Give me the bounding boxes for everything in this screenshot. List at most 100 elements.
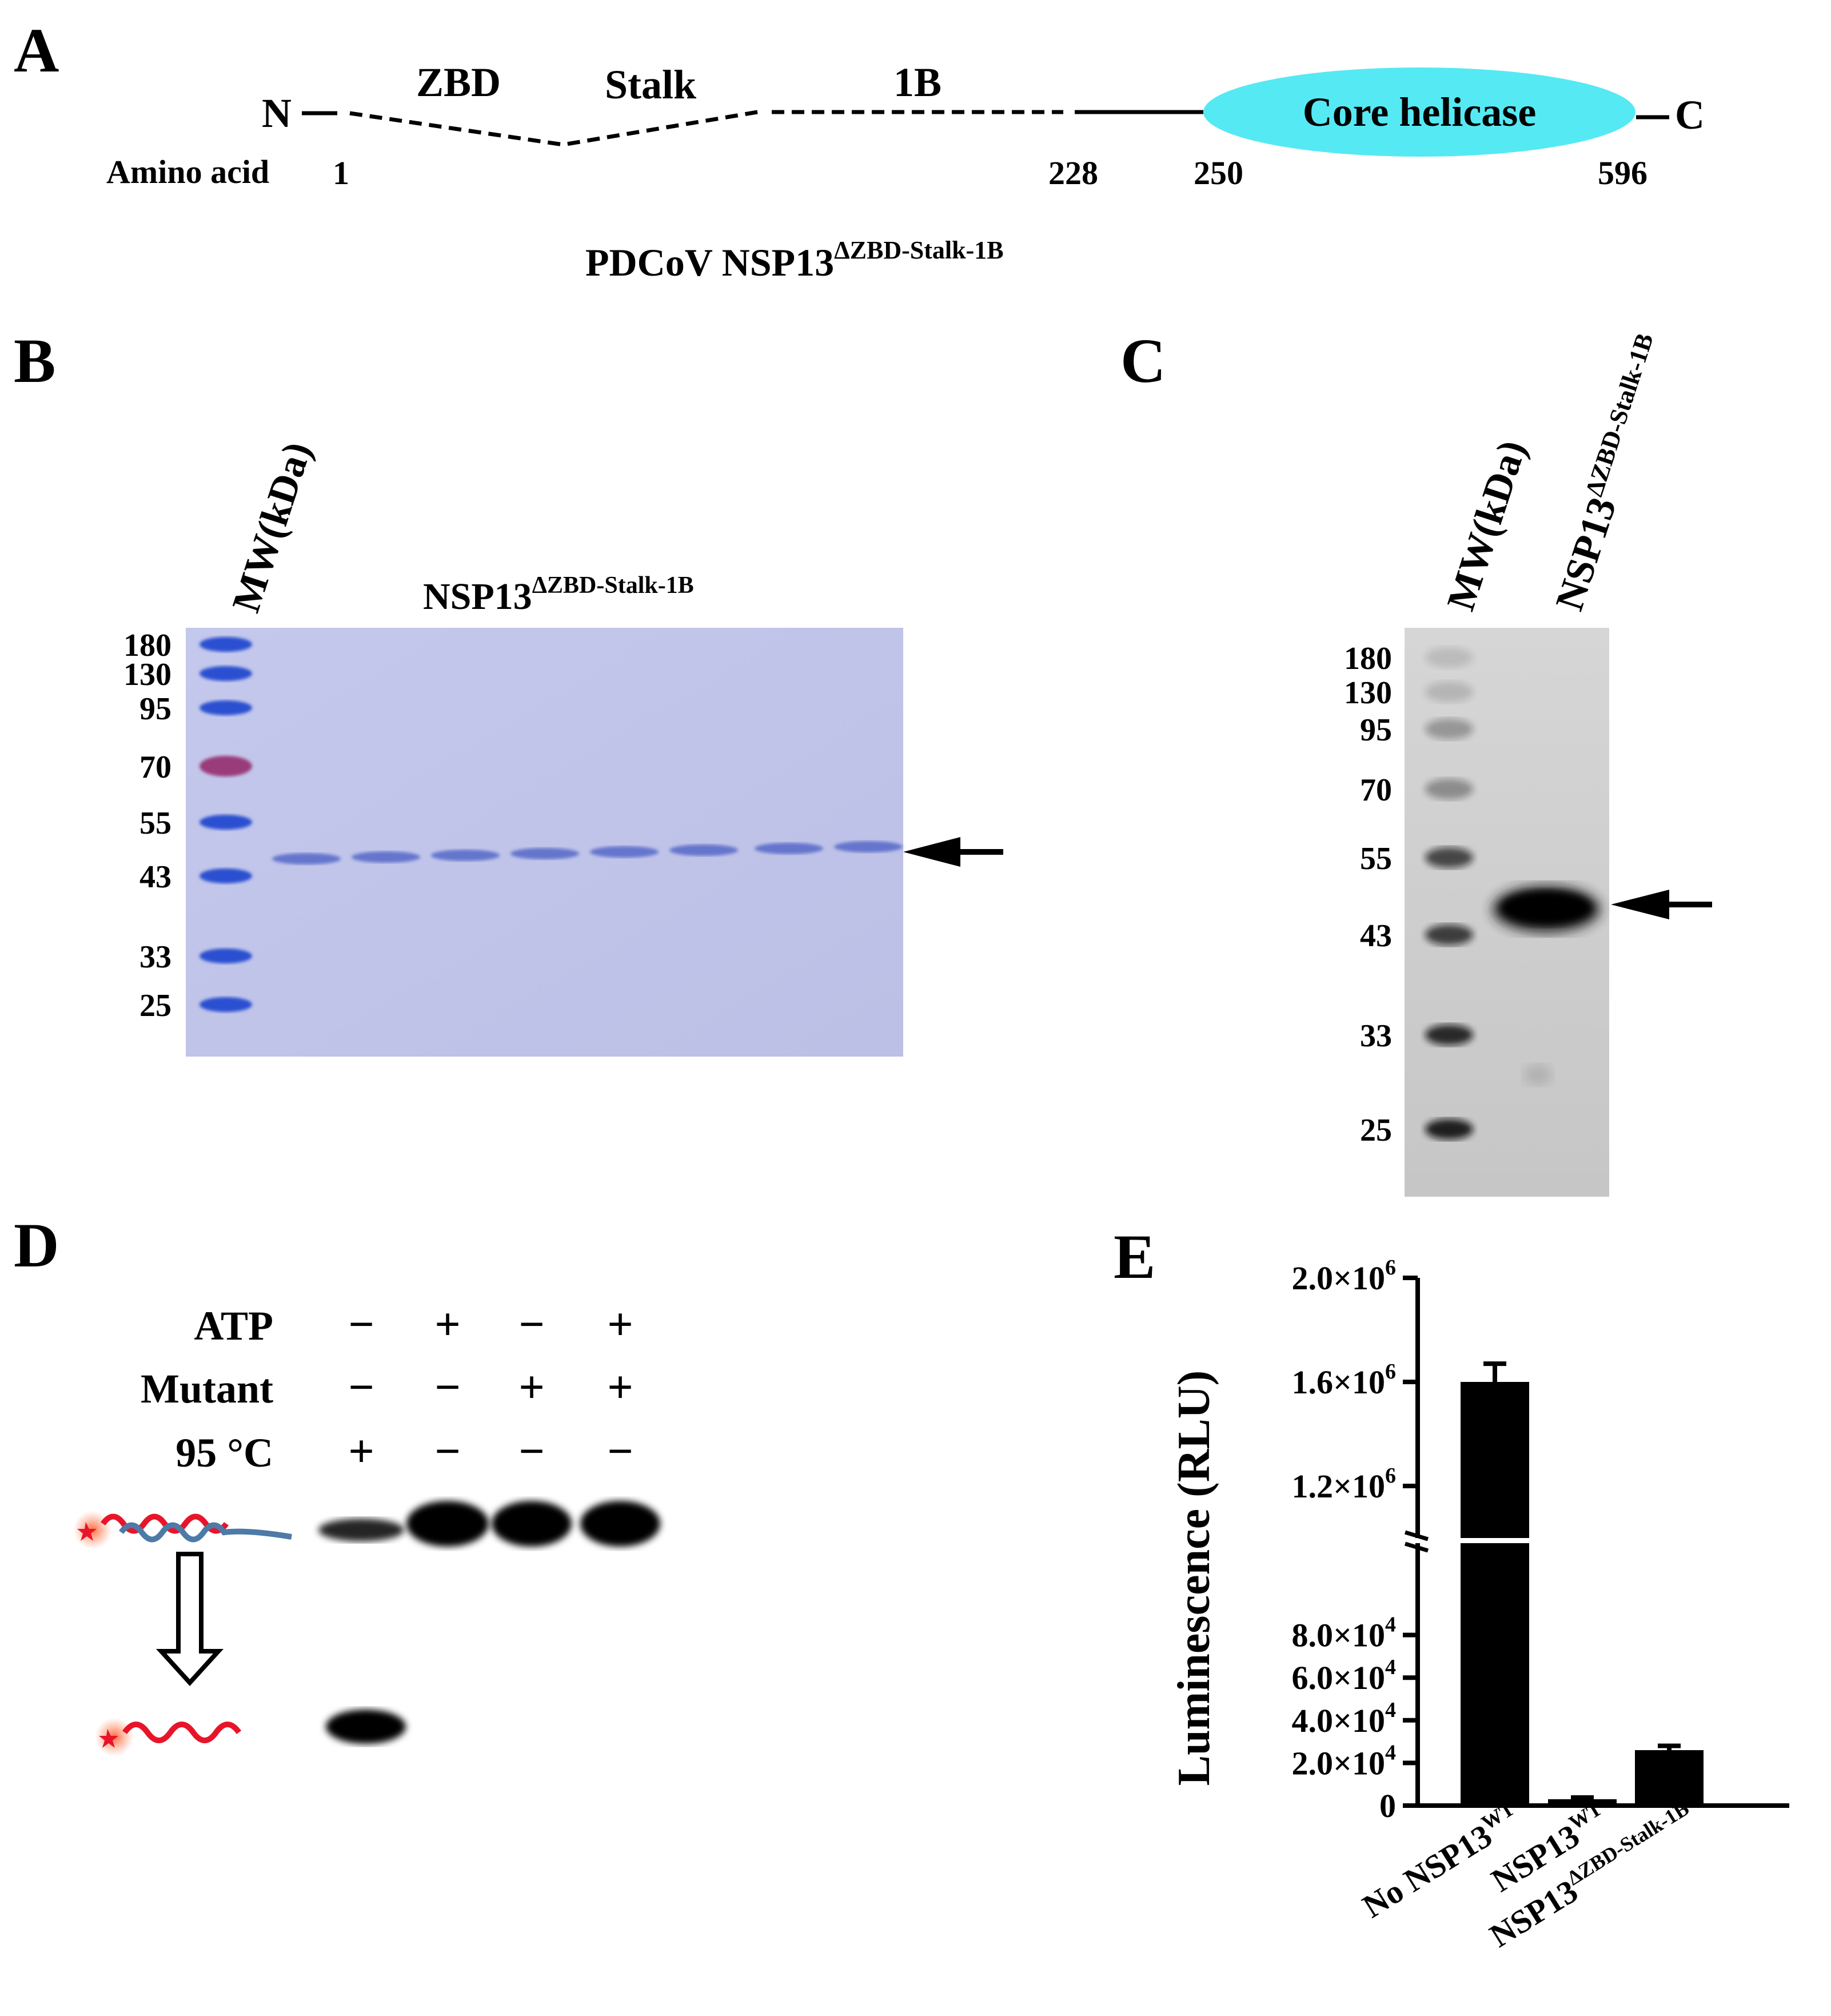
sign-row2-lane1: − <box>348 1362 374 1413</box>
axis-break-gap <box>1395 1538 1601 1543</box>
panel-d-condition-signs: − + − + − − + + + − − − <box>348 1300 633 1477</box>
western-ladder-band-33 <box>1425 1025 1473 1045</box>
zbd-label: ZBD <box>416 59 501 105</box>
construct-title-sup: ΔZBD-Stalk-1B <box>834 236 1004 264</box>
n-terminus-label: N <box>262 90 292 136</box>
y-tick-label: 4.0×104 <box>1291 1698 1396 1739</box>
ladder-band-95 <box>200 700 252 715</box>
sign-row1-lane3: − <box>518 1300 545 1350</box>
marker-label-25: 25 <box>139 988 171 1023</box>
aa-position-1: 1 <box>333 154 349 192</box>
y-tick-label: 0 <box>1379 1787 1396 1824</box>
panel-d: D ATP Mutant 95 °C − + − + − − + + + − − − <box>14 1210 660 1756</box>
aa-position-596: 596 <box>1598 154 1647 192</box>
sign-row3-lane4: − <box>607 1427 633 1477</box>
panel-b-title: NSP13ΔZBD-Stalk-1B <box>423 572 694 617</box>
sample-band-lane-2 <box>352 851 420 863</box>
western-marker-label-95: 95 <box>1360 712 1392 748</box>
y-tick-label: 8.0×104 <box>1291 1613 1396 1654</box>
1b-label: 1B <box>893 59 942 105</box>
bar-2 <box>1548 1799 1617 1806</box>
panel-a: A N Core helicase C ZBD Stalk 1B Amino a… <box>14 15 1705 284</box>
panel-c-mw-label: MW(kDa) <box>1439 435 1535 616</box>
western-ladder-band-70 <box>1425 779 1473 799</box>
sample-band-lane-4 <box>510 848 579 859</box>
unwinding-arrow-icon <box>155 1552 224 1686</box>
panel-d-gel-bands <box>318 1501 660 1744</box>
panel-d-letter: D <box>14 1210 59 1280</box>
bar-1 <box>1461 1382 1529 1806</box>
sample-band-lane-3 <box>431 850 500 861</box>
y-tick-label: 2.0×106 <box>1291 1256 1396 1297</box>
panel-b-ladder <box>200 637 252 1012</box>
sign-row3-lane2: − <box>434 1427 461 1477</box>
sign-row3-lane3: − <box>518 1427 545 1477</box>
sign-row2-lane3: + <box>518 1362 545 1413</box>
ladder-band-25 <box>200 997 252 1012</box>
panel-c-sample-band <box>1492 885 1601 1085</box>
sign-row1-lane4: + <box>607 1300 633 1350</box>
coomassie-gel <box>186 628 903 1057</box>
panel-b-letter: B <box>14 326 55 396</box>
core-helicase-domain <box>1203 67 1635 157</box>
ladder-band-180 <box>200 637 252 652</box>
western-ladder-band-55 <box>1425 847 1473 868</box>
sample-band-lane-1 <box>272 853 341 864</box>
sign-row3-lane1: + <box>348 1427 374 1477</box>
western-ladder-band-130 <box>1425 682 1473 702</box>
row-label-mutant: Mutant <box>141 1366 273 1412</box>
panel-e: E Luminescence (RLU) 0 2.0×1044.0×1046.0×… <box>1114 1222 1789 1954</box>
marker-label-180: 180 <box>123 628 171 663</box>
sign-row2-lane4: + <box>607 1362 633 1413</box>
y-tick-label: 1.2×106 <box>1291 1464 1396 1505</box>
construct-title: PDCoV NSP13ΔZBD-Stalk-1B <box>585 236 1004 284</box>
western-ladder-band-25 <box>1425 1119 1473 1140</box>
sample-band-lane-7 <box>755 843 823 854</box>
bar-3 <box>1635 1750 1704 1806</box>
western-ladder-band-180 <box>1425 647 1473 668</box>
axis-break-mark <box>1404 1541 1429 1553</box>
marker-label-43: 43 <box>139 859 171 895</box>
ladder-band-55 <box>200 815 252 830</box>
aa-position-250: 250 <box>1194 154 1243 192</box>
construct-title-base: PDCoV NSP13 <box>585 241 834 284</box>
western-marker-label-130: 130 <box>1344 675 1392 711</box>
panel-c-lane-label-sup: ΔZBD-Stalk-1B <box>1580 330 1659 500</box>
panel-c-arrow-icon <box>1611 890 1669 919</box>
panel-b-title-sup: ΔZBD-Stalk-1B <box>532 572 694 599</box>
sample-band-lane-8 <box>834 841 903 852</box>
y-tick-label: 1.6×106 <box>1291 1360 1396 1401</box>
panel-b-sample-bands <box>272 841 903 864</box>
western-marker-label-70: 70 <box>1360 772 1392 808</box>
aa-position-228: 228 <box>1048 154 1098 192</box>
marker-label-55: 55 <box>139 806 171 841</box>
sign-row1-lane1: − <box>348 1300 374 1350</box>
ladder-band-43 <box>200 868 252 883</box>
panel-c-ladder <box>1425 647 1473 1140</box>
panel-e-letter: E <box>1114 1222 1155 1292</box>
panel-b-mw-label: MW(kDa) <box>224 437 320 617</box>
panel-b-title-base: NSP13 <box>423 576 532 617</box>
row-label-atp: ATP <box>194 1303 273 1349</box>
y-tick-label: 2.0×104 <box>1291 1740 1396 1782</box>
western-ladder-band-95 <box>1425 719 1473 739</box>
marker-label-130: 130 <box>123 657 171 692</box>
single-strand-product-icon <box>95 1718 242 1756</box>
western-marker-label-55: 55 <box>1360 841 1392 876</box>
ladder-band-70 <box>200 756 252 776</box>
marker-label-70: 70 <box>139 750 171 785</box>
western-ladder-band-43 <box>1425 925 1473 945</box>
deleted-zbd-stalk-dashed <box>349 110 758 147</box>
western-marker-label-180: 180 <box>1344 641 1392 676</box>
chart-ylabel: Luminescence (RLU) <box>1169 1370 1219 1786</box>
stalk-label: Stalk <box>605 62 696 107</box>
western-marker-label-33: 33 <box>1360 1018 1392 1054</box>
row-label-95c: 95 °C <box>175 1430 273 1476</box>
core-helicase-label: Core helicase <box>1303 89 1537 135</box>
